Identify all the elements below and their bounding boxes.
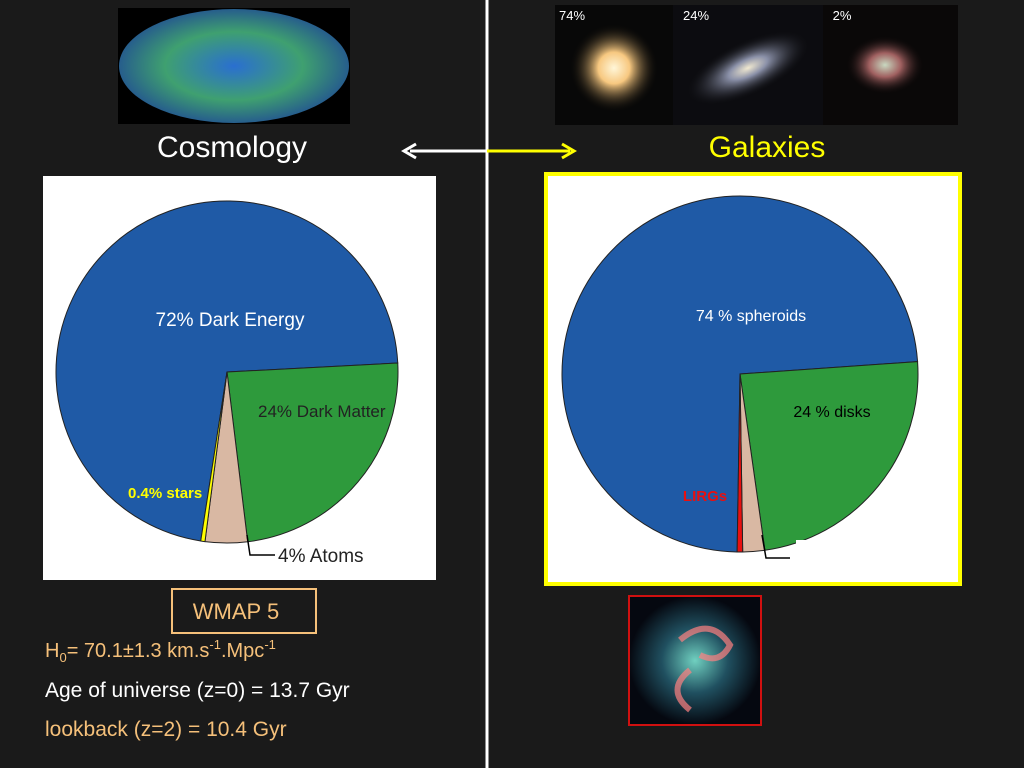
antennae-arms — [674, 625, 734, 713]
pie-slice — [226, 362, 399, 543]
cmb-map — [119, 9, 349, 123]
lookback-text: lookback (z=2) = 10.4 Gyr — [45, 718, 287, 741]
right-title: Galaxies — [709, 131, 826, 164]
left-title: Cosmology — [157, 131, 307, 164]
h0-symbol: H — [45, 640, 59, 662]
slice-label: 0.4% stars — [128, 485, 202, 502]
arrow-head — [401, 142, 417, 160]
pie-slice — [200, 371, 228, 543]
image-label: 74% — [559, 8, 585, 23]
image-label: 24% — [683, 8, 709, 23]
pie-slice — [736, 373, 744, 553]
slice-label: LIRGs — [683, 488, 727, 505]
antennae-image — [628, 595, 762, 726]
pie-slice — [739, 361, 919, 551]
elliptical-glow — [569, 23, 659, 113]
h0-unit: .Mpc — [221, 640, 264, 662]
leader-line — [246, 534, 275, 556]
h0-sup: -1 — [209, 637, 221, 652]
wmap-label: WMAP 5 — [193, 599, 279, 624]
h0-text: = 70.1±1.3 km.s — [67, 640, 210, 662]
age-text: Age of universe (z=0) = 13.7 Gyr — [45, 679, 350, 702]
hubble-constant: H0= 70.1±1.3 km.s-1.Mpc-1 — [45, 637, 276, 665]
slice-label: 24% Dark Matter — [258, 402, 386, 421]
slice-label: 72% Dark Energy — [156, 310, 305, 331]
h0-sub: 0 — [59, 650, 66, 665]
image-label: 2% — [833, 8, 852, 23]
irregular-glow — [845, 35, 925, 95]
slice-label: 4% Atoms — [278, 546, 364, 567]
label-box — [796, 540, 932, 570]
slice-label: 74 % spheroids — [696, 308, 806, 325]
h0-sup: -1 — [264, 637, 276, 652]
spiral-glow — [683, 29, 813, 107]
arrow-head — [561, 142, 577, 160]
wmap-box — [171, 588, 317, 634]
leader-line — [761, 534, 790, 559]
pie-slice — [55, 200, 399, 542]
slice-label: 24 % disks — [793, 404, 870, 421]
